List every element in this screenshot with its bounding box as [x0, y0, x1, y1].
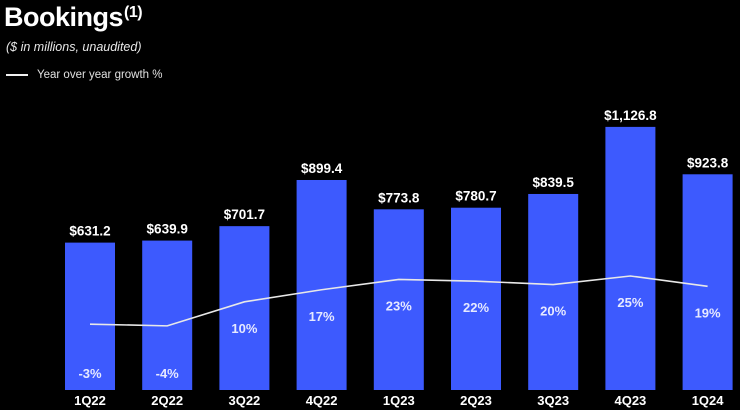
x-tick-label: 2Q22 — [151, 393, 183, 408]
growth-line — [89, 275, 708, 327]
bar-value-label: $780.7 — [455, 189, 496, 204]
bar-1Q23 — [373, 209, 424, 390]
bar-value-label: $839.5 — [533, 175, 575, 190]
growth-label: 22% — [463, 300, 489, 315]
growth-label: 25% — [617, 295, 643, 310]
bar-value-label: $631.2 — [69, 224, 110, 239]
x-tick-label: 2Q23 — [460, 393, 492, 408]
growth-label: 23% — [386, 298, 412, 313]
bar-1Q24 — [682, 174, 733, 390]
x-tick-label: 1Q24 — [692, 393, 725, 408]
x-tick-label: 1Q23 — [383, 393, 415, 408]
bar-value-label: $773.8 — [378, 190, 420, 205]
bar-2Q23 — [451, 207, 501, 390]
bar-4Q23 — [605, 126, 656, 390]
x-tick-label: 1Q22 — [74, 393, 106, 408]
chart-title: Bookings(1) — [4, 2, 143, 33]
bar-value-label: $923.8 — [687, 155, 729, 170]
growth-label: 19% — [695, 305, 721, 320]
growth-label: 10% — [231, 321, 257, 336]
x-tick-label: 3Q22 — [228, 393, 260, 408]
chart-subtitle: ($ in millions, unaudited) — [6, 40, 142, 54]
bar-value-label: $639.9 — [147, 222, 188, 237]
x-tick-label: 4Q22 — [306, 393, 338, 408]
growth-label: -3% — [78, 366, 102, 381]
growth-label: -4% — [156, 366, 180, 381]
growth-label: 20% — [540, 304, 566, 319]
x-tick-label: 3Q23 — [537, 393, 569, 408]
x-tick-label: 4Q23 — [614, 393, 646, 408]
bar-4Q22 — [296, 179, 347, 390]
bar-value-label: $1,126.8 — [604, 108, 657, 123]
growth-label: 17% — [309, 309, 335, 324]
legend-label: Year over year growth % — [37, 69, 163, 81]
legend-line-swatch — [6, 74, 28, 76]
bar-value-label: $899.4 — [301, 161, 343, 176]
bar-3Q23 — [528, 193, 579, 390]
bar-3Q22 — [219, 226, 270, 390]
bar-value-label: $701.7 — [224, 207, 265, 222]
legend: Year over year growth % — [6, 69, 163, 81]
footnote-marker: (1) — [124, 4, 143, 21]
bar-2Q22 — [142, 240, 193, 390]
chart-title-text: Bookings — [4, 2, 124, 32]
bar-1Q22 — [65, 242, 115, 390]
